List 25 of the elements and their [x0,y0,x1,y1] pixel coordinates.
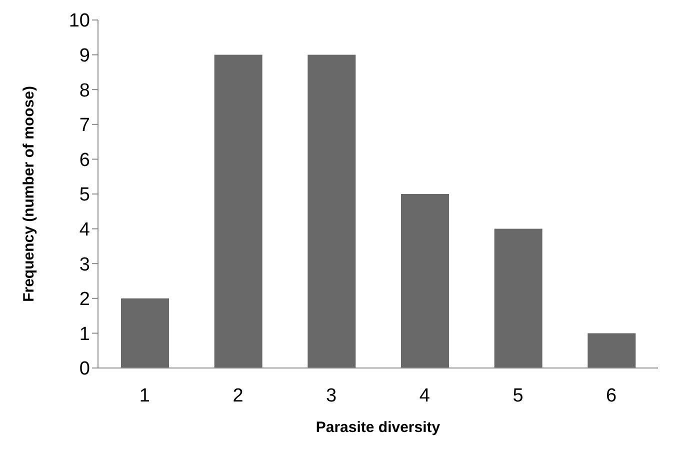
y-tick-label: 9 [79,46,90,67]
y-tick-label: 4 [79,220,90,241]
bar [588,333,636,368]
x-tick-label: 2 [232,385,244,406]
x-tick-label: 6 [606,385,617,406]
y-tick-label: 2 [79,289,90,310]
bar [214,54,262,368]
x-tick-label: 5 [512,385,524,406]
y-tick-label: 6 [79,150,90,171]
y-axis-title: Frequency (number of moose) [20,86,38,302]
bar [308,54,356,368]
y-tick-label: 5 [79,184,90,206]
y-tick-label: 1 [79,324,90,345]
y-tick-label: 7 [79,115,90,136]
bar [494,228,542,368]
x-axis-title: Parasite diversity [316,419,441,436]
y-tick-label: 0 [79,358,90,380]
x-tick-label: 4 [419,385,430,406]
x-tick-label: 1 [139,385,150,406]
y-tick-label: 3 [79,254,90,276]
y-tick-label: 10 [68,10,90,32]
bar [121,298,169,368]
x-tick-label: 3 [326,385,337,406]
bar [401,194,449,368]
y-tick-label: 8 [79,80,90,102]
